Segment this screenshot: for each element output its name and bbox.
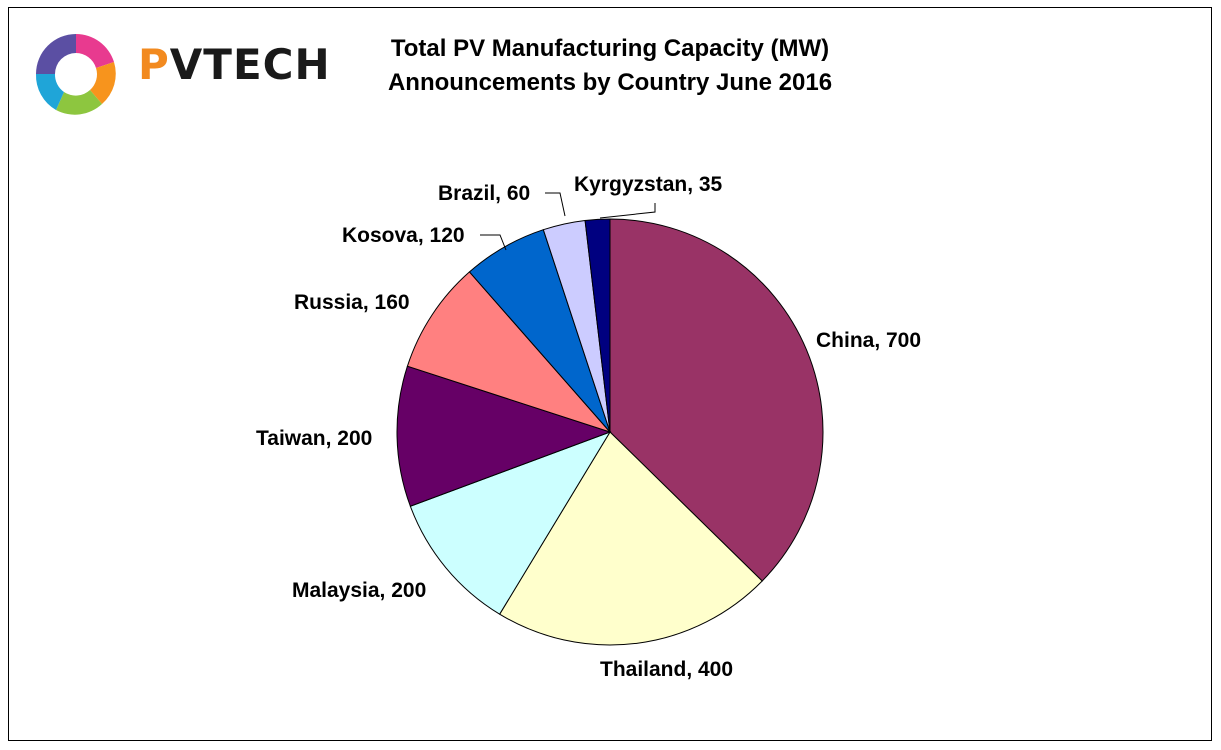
pie-slice-kyrgyzstan bbox=[584, 218, 611, 433]
logo-wordmark: PVTECH bbox=[138, 40, 331, 89]
title-line-1: Total PV Manufacturing Capacity (MW) bbox=[390, 35, 830, 62]
data-label-taiwan: Taiwan, 200 bbox=[256, 427, 372, 450]
pie-slice-russia bbox=[406, 271, 612, 434]
data-label-brazil: Brazil, 60 bbox=[438, 182, 530, 205]
pie-slice-malaysia bbox=[409, 431, 612, 615]
leader-line-kosova bbox=[480, 234, 507, 251]
pie-slice-thailand bbox=[498, 431, 763, 646]
pie-slice-taiwan bbox=[396, 365, 612, 507]
pvtech-logo: PVTECH bbox=[26, 28, 331, 120]
leader-line-brazil bbox=[545, 192, 566, 217]
logo-ring-icon bbox=[35, 34, 116, 115]
title-line-2: Announcements by Country June 2016 bbox=[387, 69, 833, 96]
data-label-thailand: Thailand, 400 bbox=[600, 658, 733, 681]
data-label-kosova: Kosova, 120 bbox=[342, 224, 465, 247]
leader-line-kyrgyzstan bbox=[599, 203, 656, 219]
data-label-kyrgyzstan: Kyrgyzstan, 35 bbox=[574, 173, 723, 196]
data-label-russia: Russia, 160 bbox=[294, 291, 410, 314]
pie-slice-china bbox=[609, 218, 824, 582]
data-label-china: China, 700 bbox=[816, 329, 921, 352]
chart-title: Total PV Manufacturing Capacity (MW) Ann… bbox=[300, 32, 920, 100]
data-label-malaysia: Malaysia, 200 bbox=[292, 579, 426, 602]
